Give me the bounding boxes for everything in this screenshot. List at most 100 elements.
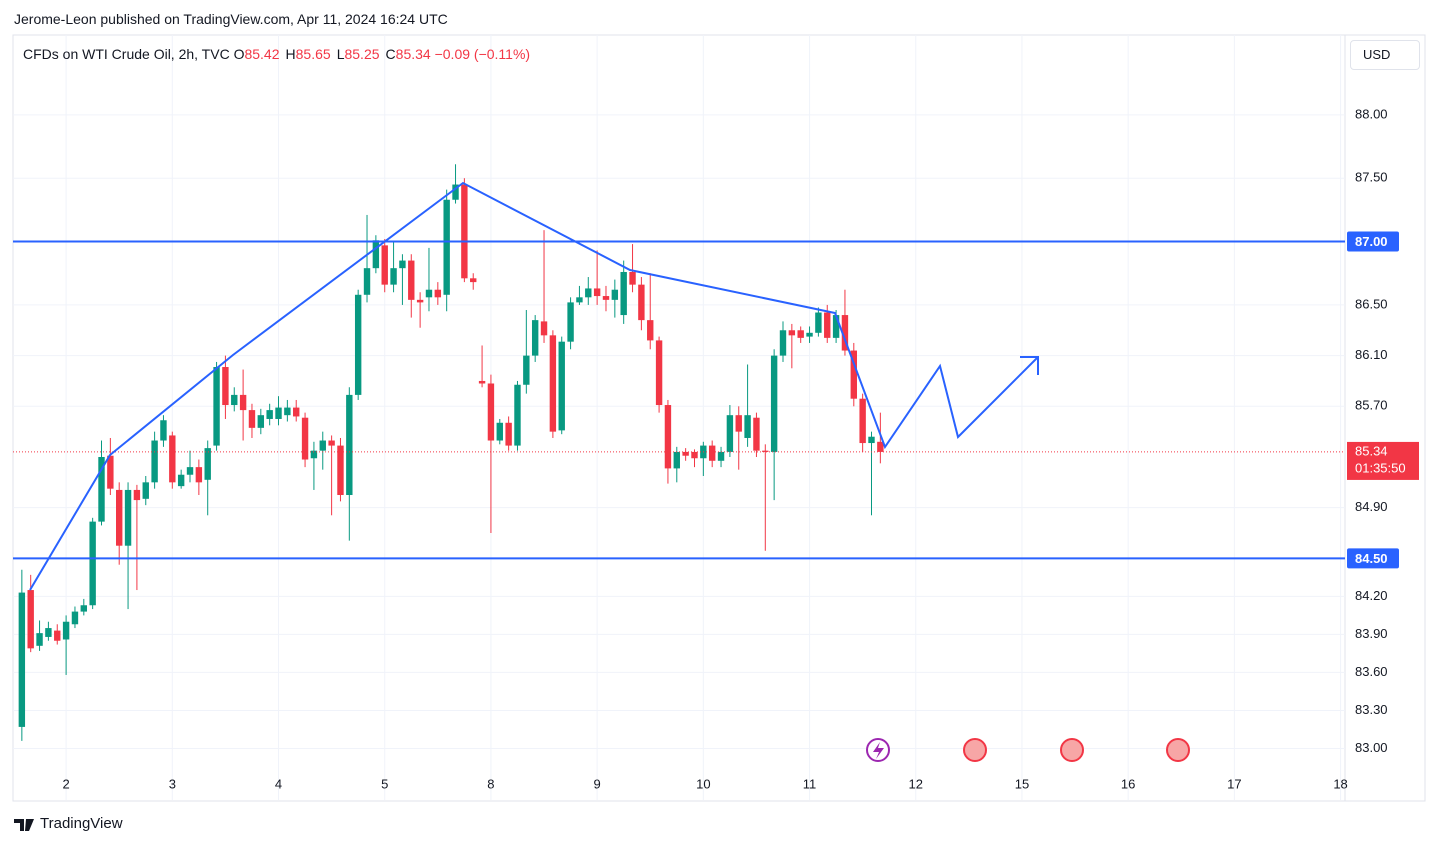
candle-body xyxy=(611,289,619,300)
y-tick-label: 88.00 xyxy=(1355,106,1388,121)
grid xyxy=(13,35,1345,800)
candle-body xyxy=(213,367,220,446)
candle-body xyxy=(328,440,335,446)
y-tick-label: 83.60 xyxy=(1355,664,1388,679)
level-label: 87.00 xyxy=(1355,234,1388,249)
candle-body xyxy=(177,474,185,487)
y-tick-label: 86.50 xyxy=(1355,296,1388,311)
x-tick-label: 15 xyxy=(1015,776,1029,791)
y-tick-label: 83.30 xyxy=(1355,702,1388,717)
arrow-head xyxy=(1020,356,1039,375)
us-flag-icon xyxy=(1166,738,1190,762)
candle-body xyxy=(629,271,636,285)
candle-body xyxy=(602,296,610,300)
candle-body xyxy=(275,407,282,419)
candle-body xyxy=(744,415,751,438)
candle-body xyxy=(576,297,583,303)
candle-body xyxy=(470,278,477,283)
publisher-header: Jerome-Leon published on TradingView.com… xyxy=(14,11,448,27)
pattern-drawing xyxy=(29,181,1039,591)
candle-body xyxy=(514,384,521,446)
candle-body xyxy=(664,405,672,469)
candle-body xyxy=(124,489,132,546)
x-tick-label: 9 xyxy=(594,776,601,791)
x-tick-label: 18 xyxy=(1333,776,1347,791)
candle-body xyxy=(133,489,141,501)
candle-body xyxy=(655,340,663,406)
candles xyxy=(13,164,1345,741)
candle-body xyxy=(142,482,149,499)
event-icons xyxy=(866,738,1190,762)
candle-body xyxy=(593,288,601,297)
candle-body xyxy=(523,355,530,385)
y-tick-label: 85.70 xyxy=(1355,398,1388,413)
y-tick-label: 87.50 xyxy=(1355,170,1388,185)
candle-body xyxy=(496,422,503,441)
candle-body xyxy=(461,184,468,279)
candle-body xyxy=(372,240,380,269)
candle-body xyxy=(160,420,167,441)
candle-body xyxy=(390,268,397,285)
y-tick-label: 83.90 xyxy=(1355,626,1388,641)
candle-body xyxy=(877,441,884,452)
us-flag-icon xyxy=(963,738,987,762)
candle-body xyxy=(620,271,627,316)
ohlc-values: O85.42 H85.65 L85.25 C85.34 xyxy=(234,46,431,62)
candle-body xyxy=(868,436,875,444)
candle-body xyxy=(284,407,291,416)
candle-body xyxy=(381,245,388,285)
ohlc-value: 85.65 xyxy=(295,46,331,62)
candle-body xyxy=(682,451,689,456)
y-tick-label: 84.90 xyxy=(1355,499,1388,514)
x-tick-label: 4 xyxy=(275,776,282,791)
candle-body xyxy=(638,284,645,321)
ohlc-key: C xyxy=(385,46,396,62)
candle-body xyxy=(726,415,734,452)
candle-body xyxy=(443,199,450,295)
ohlc-value: 85.25 xyxy=(344,46,380,62)
x-tick-label: 11 xyxy=(803,776,817,791)
change: −0.09 (−0.11%) xyxy=(434,46,531,62)
ohlc-key: O xyxy=(233,46,245,62)
candle-body xyxy=(505,422,512,446)
candle-body xyxy=(18,592,26,727)
candle-body xyxy=(54,630,61,641)
x-tick-label: 3 xyxy=(169,776,176,791)
candle-body xyxy=(487,383,495,441)
candle-body xyxy=(779,330,787,356)
brand: TradingView xyxy=(40,815,123,832)
candle-body xyxy=(753,417,760,451)
y-tick-label: 86.10 xyxy=(1355,347,1388,362)
candle-body xyxy=(408,260,415,300)
level-label-box xyxy=(1347,231,1399,252)
candle-body xyxy=(735,415,742,432)
candle-body xyxy=(832,315,840,338)
x-tick-label: 10 xyxy=(696,776,710,791)
candle-body xyxy=(540,321,548,336)
x-tick-label: 17 xyxy=(1227,776,1241,791)
ohlc-key: H xyxy=(285,46,296,62)
level-label-box xyxy=(1347,548,1399,569)
x-tick-label: 12 xyxy=(909,776,923,791)
candle-body xyxy=(45,628,52,637)
last-price-box xyxy=(1347,441,1419,480)
candle-body xyxy=(98,456,105,522)
candle-body xyxy=(770,355,778,452)
candle-body xyxy=(425,289,433,298)
candle-body xyxy=(301,417,309,460)
currency-button[interactable]: USD xyxy=(1350,40,1420,70)
candle-body xyxy=(293,407,300,417)
candle-body xyxy=(231,394,238,406)
candle-body xyxy=(806,332,813,337)
candle-body xyxy=(71,611,79,625)
candle-body xyxy=(27,590,34,649)
candle-body xyxy=(673,451,680,469)
x-tick-label: 5 xyxy=(381,776,388,791)
level-label: 84.50 xyxy=(1355,551,1388,566)
candle-body xyxy=(107,455,114,489)
candle-body xyxy=(354,294,362,395)
candle-body xyxy=(239,394,247,411)
x-tick-label: 2 xyxy=(62,776,69,791)
candle-body xyxy=(80,605,88,612)
